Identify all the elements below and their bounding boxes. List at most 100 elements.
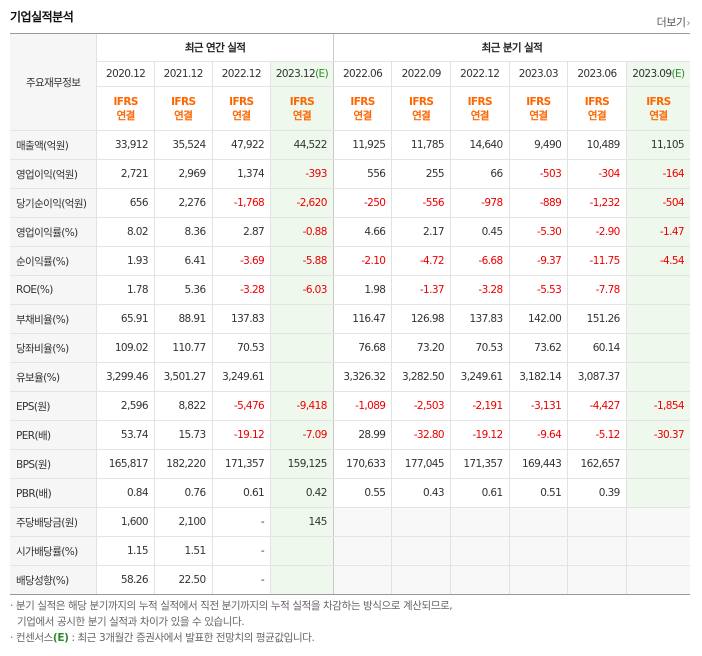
table-cell: -4.72 (391, 246, 451, 276)
table-cell (270, 304, 334, 334)
table-cell: 255 (391, 159, 451, 189)
table-cell: -19.12 (449, 420, 510, 450)
table-cell: 2,276 (153, 188, 213, 218)
table-cell (625, 333, 690, 363)
table-cell (391, 507, 451, 537)
table-cell (625, 304, 690, 334)
table-cell (270, 565, 334, 595)
table-cell: -5,476 (211, 391, 271, 421)
table-cell (508, 536, 568, 566)
table-cell: 3,282.50 (391, 362, 451, 392)
table-cell: -1,232 (567, 188, 627, 218)
table-cell: 3,182.14 (508, 362, 568, 392)
table-cell (625, 507, 690, 537)
table-cell: -978 (449, 188, 510, 218)
table-cell: 1.98 (332, 275, 392, 305)
table-cell: -3.28 (449, 275, 510, 305)
table-cell (449, 565, 510, 595)
table-cell: -4.54 (625, 246, 690, 276)
table-cell (332, 507, 392, 537)
table-row: 당기순이익(억원) 656 2,276 -1,768 -2,620 -250 -556 -97… (10, 188, 690, 218)
row-label: 당좌비율(%) (10, 333, 97, 363)
table-cell: 6.41 (153, 246, 213, 276)
table-cell (567, 507, 627, 537)
period-header: 2023.09(E) (625, 61, 690, 87)
financial-table: 주요재무정보 최근 연간 실적 최근 분기 실적 2020.12 2021.12 2… (10, 33, 690, 595)
table-row: 순이익률(%) 1.93 6.41 -3.69 -5.88 -2.10 -4.72 -6.68… (10, 246, 690, 276)
annual-group-header: 최근 연간 실적 (96, 33, 334, 62)
period-header: 2022.12 (449, 61, 510, 87)
accounting-standard: IFRS 연결 (625, 86, 690, 131)
row-label: EPS(원) (10, 391, 97, 421)
table-cell: -1,768 (211, 188, 271, 218)
period-header: 2023.03 (508, 61, 568, 87)
table-cell: -304 (567, 159, 627, 189)
table-cell: 656 (96, 188, 155, 218)
period-header: 2023.06 (567, 61, 627, 87)
table-cell: -4,427 (567, 391, 627, 421)
table-cell: 177,045 (391, 449, 451, 479)
table-cell: -1,854 (625, 391, 690, 421)
accounting-standard: IFRS 연결 (449, 86, 510, 131)
table-row: 주당배당금(원) 1,600 2,100-145 (10, 507, 690, 537)
table-cell: -32.80 (391, 420, 451, 450)
table-cell: 65.91 (96, 304, 155, 334)
footnote-quarterly-cont: 기업에서 공시한 분기 실적과 차이가 있을 수 있습니다. (17, 616, 245, 628)
table-cell: 0.51 (508, 478, 568, 508)
table-cell: 145 (270, 507, 334, 537)
corner-label: 주요재무정보 (10, 33, 97, 131)
table-cell: 151.26 (567, 304, 627, 334)
table-cell: -0.88 (270, 217, 334, 247)
table-cell: -5.88 (270, 246, 334, 276)
table-cell: -9,418 (270, 391, 334, 421)
table-cell: - (211, 565, 271, 595)
table-cell: 142.00 (508, 304, 568, 334)
period-header: 2020.12 (96, 61, 155, 87)
table-cell: 53.74 (96, 420, 155, 450)
table-cell (391, 536, 451, 566)
table-cell: -889 (508, 188, 568, 218)
table-cell: 3,087.37 (567, 362, 627, 392)
table-cell: -7.09 (270, 420, 334, 450)
table-cell: 556 (332, 159, 392, 189)
table-cell: 0.61 (449, 478, 510, 508)
table-cell: -3.28 (211, 275, 271, 305)
table-cell: -5.12 (567, 420, 627, 450)
table-cell: 14,640 (449, 130, 510, 160)
table-cell: 182,220 (153, 449, 213, 479)
table-row: EPS(원) 2,596 8,822 -5,476 -9,418 -1,089 -2,503… (10, 391, 690, 421)
table-row: 배당성향(%) 58.26 22.50- (10, 565, 690, 595)
table-cell (625, 449, 690, 479)
estimate-mark: (E) (671, 68, 685, 80)
table-cell: - (211, 507, 271, 537)
table-cell (270, 333, 334, 363)
table-cell: 2,596 (96, 391, 155, 421)
table-cell: 11,925 (332, 130, 392, 160)
accounting-standard: IFRS 연결 (567, 86, 627, 131)
table-cell: 0.55 (332, 478, 392, 508)
table-cell: 1.78 (96, 275, 155, 305)
table-cell: 171,357 (449, 449, 510, 479)
table-cell: 47,922 (211, 130, 271, 160)
table-row: 시가배당률(%) 1.15 1.51- (10, 536, 690, 566)
table-cell: 1.93 (96, 246, 155, 276)
table-cell: 126.98 (391, 304, 451, 334)
table-cell: -2,503 (391, 391, 451, 421)
table-cell: 0.84 (96, 478, 155, 508)
table-cell: 2.17 (391, 217, 451, 247)
table-cell: 66 (449, 159, 510, 189)
table-cell (270, 362, 334, 392)
row-label: ROE(%) (10, 275, 97, 305)
table-cell (449, 507, 510, 537)
table-cell: 10,489 (567, 130, 627, 160)
more-link[interactable]: 더보기› (657, 14, 691, 30)
table-cell: -30.37 (625, 420, 690, 450)
table-cell: 4.66 (332, 217, 392, 247)
table-cell: -6.03 (270, 275, 334, 305)
table-cell: -250 (332, 188, 392, 218)
accounting-standard: IFRS 연결 (391, 86, 451, 131)
table-cell: -1.47 (625, 217, 690, 247)
table-cell: 1.15 (96, 536, 155, 566)
period-header: 2022.09 (391, 61, 451, 87)
